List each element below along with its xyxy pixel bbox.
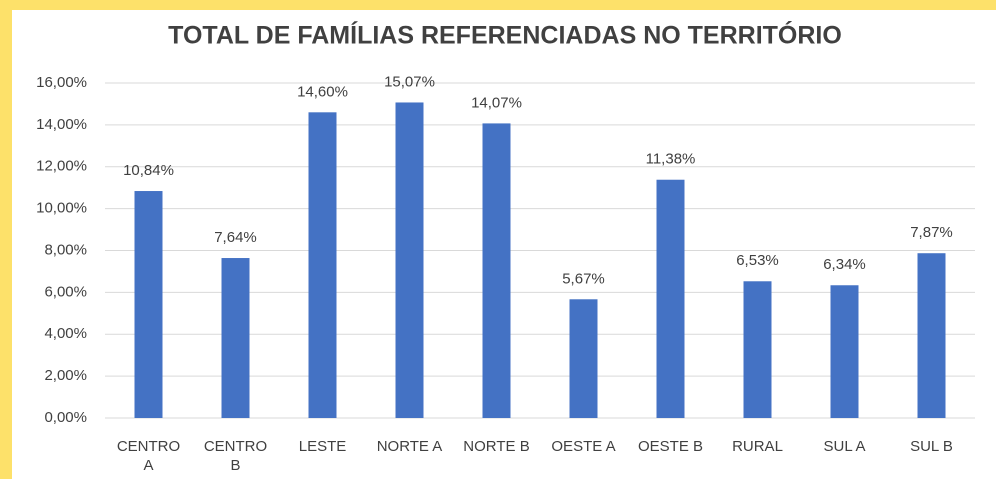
data-label: 5,67% [562,270,605,287]
data-label: 14,60% [297,83,348,100]
data-label: 6,53% [736,252,779,269]
data-label: 14,07% [471,94,522,111]
x-tick-label: LESTE [298,438,347,455]
data-label: 11,38% [646,151,696,168]
y-tick-label: 10,00% [36,200,87,217]
x-tick-label: CENTRO B [203,438,268,474]
data-label: 10,84% [123,162,174,179]
y-tick-label: 16,00% [36,74,87,91]
chart-title: TOTAL DE FAMÍLIAS REFERENCIADAS NO TERRI… [168,20,842,50]
y-tick-label: 12,00% [36,158,87,175]
y-tick-label: 8,00% [44,241,87,258]
x-tick-label: NORTE A [376,438,443,455]
y-tick-label: 4,00% [44,325,87,342]
x-tick-label: SUL A [823,438,866,455]
data-label: 7,87% [910,224,953,241]
y-tick-label: 2,00% [44,367,87,384]
x-tick-label: NORTE B [463,438,530,455]
x-tick-label: OESTE B [637,438,704,455]
bar [134,191,163,418]
x-tick-label: CENTRO A [116,438,181,474]
bar [743,281,772,418]
x-tick-label: RURAL [732,438,783,455]
x-tick-label: SUL B [910,438,953,455]
y-tick-label: 6,00% [44,283,87,300]
data-label: 7,64% [214,229,257,246]
bar [569,299,598,418]
y-tick-label: 0,00% [44,409,87,426]
bar [395,102,424,419]
bar [482,123,511,419]
y-tick-label: 14,00% [36,116,87,133]
data-label: 15,07% [384,73,435,90]
data-label: 6,34% [823,256,866,273]
bar [308,112,337,418]
x-tick-label: OESTE A [551,438,616,455]
bar [221,258,250,418]
bar [656,179,685,418]
bar [830,285,859,418]
bar [917,253,946,418]
